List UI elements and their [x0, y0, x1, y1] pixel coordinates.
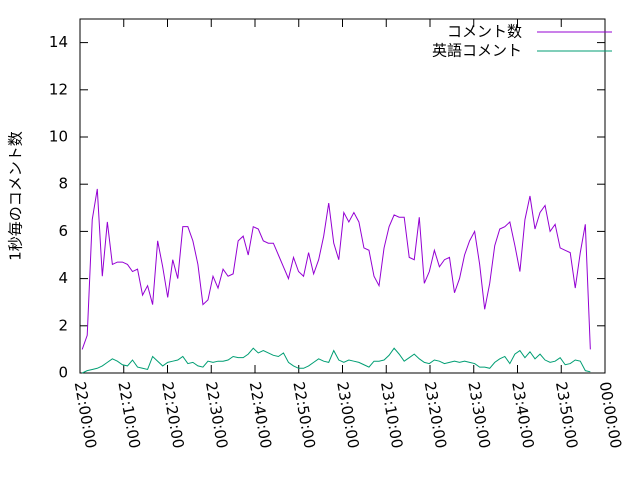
y-tick-label: 10 [49, 128, 68, 146]
x-tick-label: 22:10:00 [114, 380, 143, 449]
legend-label: コメント数 [447, 23, 522, 41]
legend-label: 英語コメント [432, 42, 522, 60]
x-tick-label: 22:40:00 [246, 380, 275, 449]
series-line [81, 188, 591, 350]
x-tick-label: 23:00:00 [333, 380, 362, 449]
x-tick-label: 22:30:00 [202, 380, 231, 449]
series-line [81, 347, 591, 374]
x-tick-label: 23:10:00 [377, 380, 406, 449]
y-tick-label: 0 [58, 364, 68, 382]
x-tick-label: 23:20:00 [421, 380, 450, 449]
y-tick-label: 2 [58, 316, 68, 334]
y-tick-label: 8 [58, 175, 68, 193]
x-tick-label: 23:50:00 [552, 380, 581, 449]
x-tick-label: 22:00:00 [71, 380, 100, 449]
x-tick-label: 00:00:00 [596, 380, 625, 449]
x-tick-label: 22:50:00 [289, 380, 318, 449]
y-axis-label: 1秒毎のコメント数 [7, 131, 25, 261]
x-tick-label: 23:40:00 [508, 380, 537, 449]
y-tick-label: 12 [49, 80, 68, 98]
plot-frame [79, 18, 606, 374]
x-tick-label: 22:20:00 [158, 380, 187, 449]
y-tick-label: 14 [49, 33, 68, 51]
x-tick-label: 23:30:00 [464, 380, 493, 449]
y-tick-label: 6 [58, 222, 68, 240]
y-tick-label: 4 [58, 269, 68, 287]
